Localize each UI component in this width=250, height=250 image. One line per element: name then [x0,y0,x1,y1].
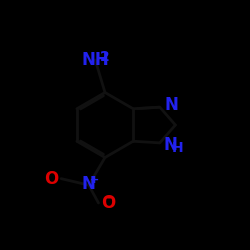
Text: N: N [164,96,178,114]
Text: −: − [104,192,114,205]
Text: O: O [44,170,58,188]
Text: N: N [82,175,96,193]
Text: O: O [102,194,116,212]
Text: 2: 2 [100,50,110,64]
Text: +: + [90,174,100,184]
Text: N: N [164,136,177,154]
Text: NH: NH [82,51,109,69]
Text: H: H [172,142,183,156]
